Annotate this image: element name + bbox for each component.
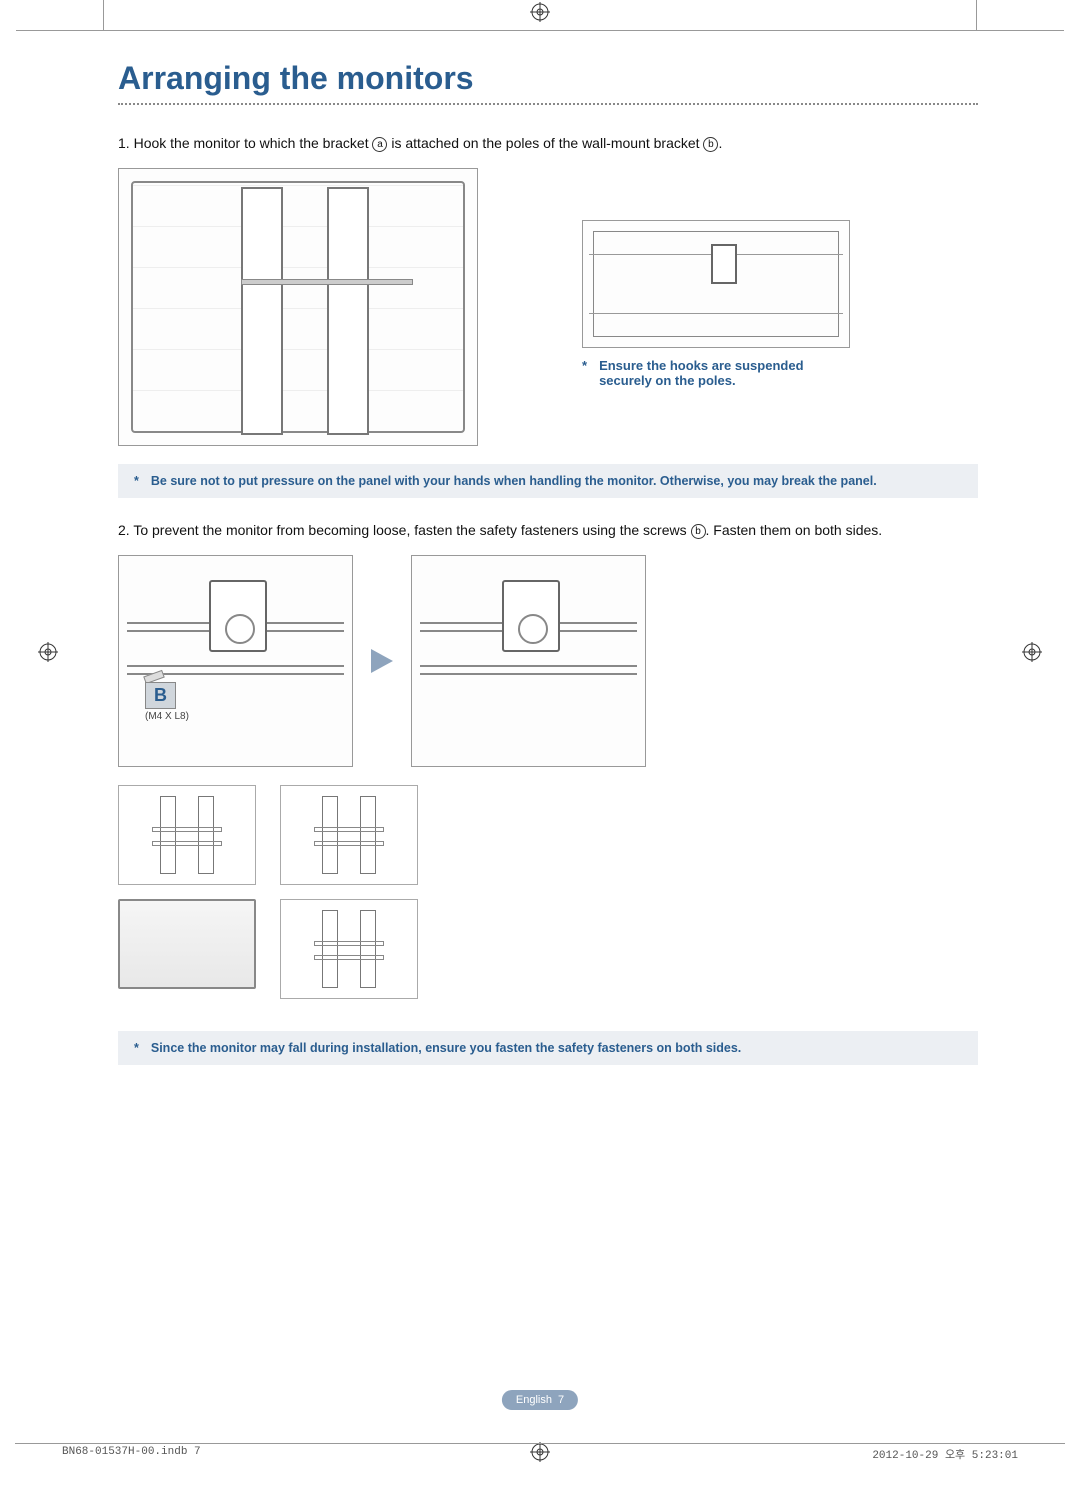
- step-1-text-a: Hook the monitor to which the bracket: [134, 135, 373, 151]
- asterisk-icon: *: [134, 1041, 139, 1055]
- asterisk-icon: *: [582, 358, 587, 388]
- step-1: 1. Hook the monitor to which the bracket…: [118, 133, 978, 154]
- print-timestamp: 2012-10-29 오후 5:23:01: [872, 1446, 1018, 1462]
- step-2-num: 2.: [118, 522, 130, 538]
- screw-label: B (M4 X L8): [145, 682, 189, 722]
- screw-spec: (M4 X L8): [145, 711, 189, 722]
- crop-line-bottom: [15, 1443, 1065, 1444]
- warning-pressure-text: Be sure not to put pressure on the panel…: [151, 474, 877, 488]
- reg-mark-left: [38, 642, 58, 662]
- figure-monitor-on-bracket: [118, 168, 478, 446]
- step-2-text-b: . Fasten them on both sides.: [706, 522, 883, 538]
- reg-mark-top: [530, 2, 550, 22]
- footer-page-number: 7: [558, 1394, 564, 1406]
- mini-bracket: [280, 785, 418, 885]
- screw-letter: B: [145, 682, 176, 709]
- label-a-icon: a: [372, 137, 387, 152]
- step-2-text-a: To prevent the monitor from becoming loo…: [133, 522, 690, 538]
- figure-fastener-before: B (M4 X L8): [118, 555, 353, 767]
- note-hooks-text: Ensure the hooks are suspended securely …: [599, 358, 832, 388]
- reg-mark-right: [1022, 642, 1042, 662]
- mini-bracket: [118, 785, 256, 885]
- asterisk-icon: *: [134, 474, 139, 488]
- arrow-right-icon: [371, 649, 393, 673]
- mini-monitor: [118, 899, 256, 989]
- mini-bracket: [280, 899, 418, 999]
- print-info: BN68-01537H-00.indb 7 2012-10-29 오후 5:23…: [0, 1446, 1080, 1462]
- print-file: BN68-01537H-00.indb 7: [62, 1446, 201, 1462]
- figure-arrangement-grid: [118, 785, 418, 1013]
- note-hooks: * Ensure the hooks are suspended securel…: [582, 358, 832, 388]
- label-b-icon: b: [703, 137, 718, 152]
- page-title: Arranging the monitors: [118, 60, 978, 105]
- warning-pressure: * Be sure not to put pressure on the pan…: [118, 464, 978, 498]
- warning-fall-text: Since the monitor may fall during instal…: [151, 1041, 741, 1055]
- figure-hook-detail: [582, 220, 850, 348]
- label-b2-icon: b: [691, 524, 706, 539]
- step-1-text-end: .: [718, 135, 722, 151]
- page-footer: English 7: [502, 1390, 578, 1410]
- footer-language: English: [516, 1394, 552, 1406]
- step-1-text-mid: is attached on the poles of the wall-mou…: [387, 135, 703, 151]
- step-2: 2. To prevent the monitor from becoming …: [118, 520, 978, 541]
- figure-fastener-after: [411, 555, 646, 767]
- warning-fall: * Since the monitor may fall during inst…: [118, 1031, 978, 1065]
- step-1-num: 1.: [118, 135, 130, 151]
